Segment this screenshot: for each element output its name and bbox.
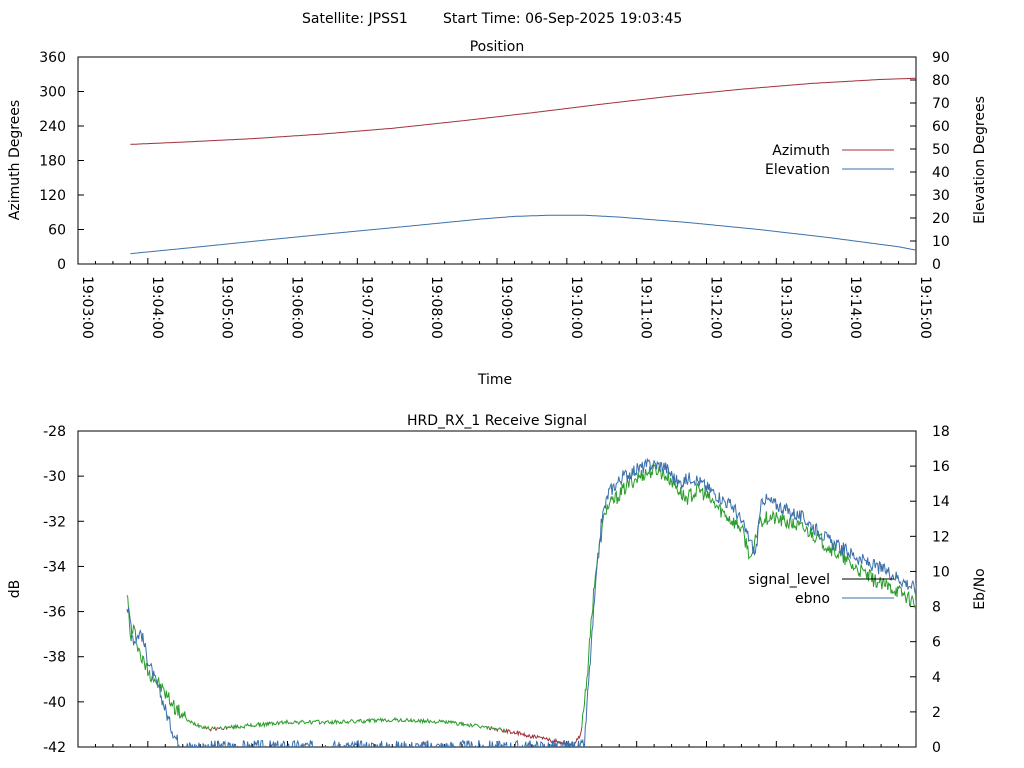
- signal-chart: HRD_RX_1 Receive Signal -42-40-38-36-34-…: [7, 413, 988, 756]
- x-tick-label: 19:13:00: [777, 276, 793, 339]
- y2-tick-label: 0: [932, 257, 941, 273]
- series-line-signal-level: [208, 728, 212, 732]
- series-line-elevation: [130, 214, 916, 255]
- series-line-signal-level: [215, 727, 218, 731]
- y2-tick-label: 14: [932, 494, 950, 510]
- x-tick-label: 19:09:00: [498, 276, 514, 339]
- y-tick-label: -32: [43, 514, 66, 530]
- signal-series-group: [126, 457, 916, 747]
- y-tick-label: 120: [39, 188, 66, 204]
- y-tick-label: 60: [48, 223, 66, 239]
- series-line-signal-level: [503, 728, 506, 733]
- position-chart-title: Position: [470, 39, 525, 55]
- position-y-axis: 0 60 120 180 240 300 360: [39, 50, 84, 273]
- y2-tick-label: 16: [932, 459, 950, 475]
- series-line-signal-level: [495, 727, 497, 730]
- position-chart: Position 0 60 120 180 240 300 360 0 10 20 30 40 50 6…: [7, 39, 988, 388]
- y2-tick-label: 6: [932, 635, 941, 651]
- y-tick-label: -34: [43, 559, 66, 575]
- y2-tick-label: 12: [932, 529, 950, 545]
- x-tick-label: 19:07:00: [358, 276, 374, 339]
- position-legend: Azimuth Elevation: [765, 143, 894, 178]
- y2-tick-label: 4: [932, 670, 941, 686]
- y2-tick-label: 10: [932, 564, 950, 580]
- y2-tick-label: 20: [932, 211, 950, 227]
- y2-tick-label: 60: [932, 119, 950, 135]
- series-line-signal-level: [227, 716, 491, 731]
- y-tick-label: 300: [39, 85, 66, 101]
- y2-tick-label: 50: [932, 142, 950, 158]
- x-tick-label: 19:14:00: [847, 276, 863, 339]
- y-tick-label: 360: [39, 50, 66, 66]
- y-tick-label: -36: [43, 605, 66, 621]
- signal-y-axis: -42 -40 -38 -36 -34 -32 -30 -28: [43, 424, 84, 756]
- legend-label: ebno: [795, 591, 830, 607]
- position-xlabel: Time: [477, 372, 512, 388]
- x-tick-label: 19:03:00: [79, 276, 95, 339]
- x-tick-label: 19:11:00: [638, 276, 654, 339]
- signal-plot-frame: [77, 430, 917, 748]
- x-tick-label: 19:10:00: [568, 276, 584, 339]
- y-tick-label: 0: [57, 257, 66, 273]
- legend-label: signal_level: [748, 572, 830, 588]
- y2-tick-label: 30: [932, 188, 950, 204]
- x-tick-label: 19:15:00: [917, 276, 933, 339]
- y-tick-label: -28: [43, 424, 66, 440]
- position-y2-axis: 0 10 20 30 40 50 60 70 80 90: [910, 50, 950, 273]
- series-line-signal-level: [218, 727, 221, 730]
- satellite-label: Satellite: JPSS1: [302, 11, 408, 27]
- series-line-signal-level: [126, 594, 207, 730]
- y-tick-label: 180: [39, 154, 66, 170]
- y2-tick-label: 8: [932, 600, 941, 616]
- series-line-signal-level: [581, 463, 916, 727]
- y2-tick-label: 2: [932, 705, 941, 721]
- series-line-signal-level: [223, 725, 228, 730]
- x-tick-label: 19:08:00: [428, 276, 444, 339]
- y-tick-label: -42: [43, 740, 66, 756]
- series-line-signal-level: [206, 727, 208, 730]
- y-tick-label: -38: [43, 650, 66, 666]
- y-tick-label: -30: [43, 469, 66, 485]
- series-line-signal-level: [500, 728, 505, 734]
- y-tick-label: 240: [39, 119, 66, 135]
- series-line-ebno: [126, 457, 916, 747]
- y-tick-label: -40: [43, 695, 66, 711]
- x-tick-label: 19:04:00: [149, 276, 165, 339]
- series-line-signal-level: [206, 725, 210, 730]
- y2-tick-label: 10: [932, 234, 950, 250]
- y2-tick-label: 90: [932, 50, 950, 66]
- signal-ylabel: dB: [7, 580, 23, 599]
- series-line-signal-level: [495, 728, 499, 733]
- series-line-signal-level: [219, 725, 223, 730]
- y2-tick-label: 40: [932, 165, 950, 181]
- y2-tick-label: 18: [932, 424, 950, 440]
- signal-y2label: Eb/No: [972, 568, 988, 610]
- y2-tick-label: 70: [932, 96, 950, 112]
- series-line-azimuth: [130, 77, 916, 145]
- series-line-signal-level: [211, 726, 215, 730]
- position-series-group: [130, 77, 916, 255]
- x-tick-label: 19:12:00: [708, 276, 724, 339]
- x-tick-label: 19:06:00: [289, 276, 305, 339]
- series-line-signal-level: [214, 726, 217, 731]
- series-line-signal-level: [489, 726, 492, 731]
- start-time-label: Start Time: 06-Sep-2025 19:03:45: [443, 11, 682, 27]
- legend-label: Azimuth: [772, 143, 830, 159]
- position-y2label: Elevation Degrees: [972, 96, 988, 224]
- series-line-signal-level: [498, 726, 502, 730]
- signal-y2-axis: 0 2 4 6 8 10 12 14 16 18: [910, 424, 950, 756]
- y2-tick-label: 80: [932, 73, 950, 89]
- y2-tick-label: 0: [932, 740, 941, 756]
- position-x-axis: 19:03:00 19:04:00 19:05:00 19:06:00 19:07:00…: [77, 258, 933, 339]
- position-ylabel: Azimuth Degrees: [7, 100, 23, 220]
- x-tick-label: 19:05:00: [219, 276, 235, 339]
- signal-chart-title: HRD_RX_1 Receive Signal: [407, 413, 587, 429]
- legend-label: Elevation: [765, 162, 830, 178]
- series-line-signal-level: [221, 728, 225, 731]
